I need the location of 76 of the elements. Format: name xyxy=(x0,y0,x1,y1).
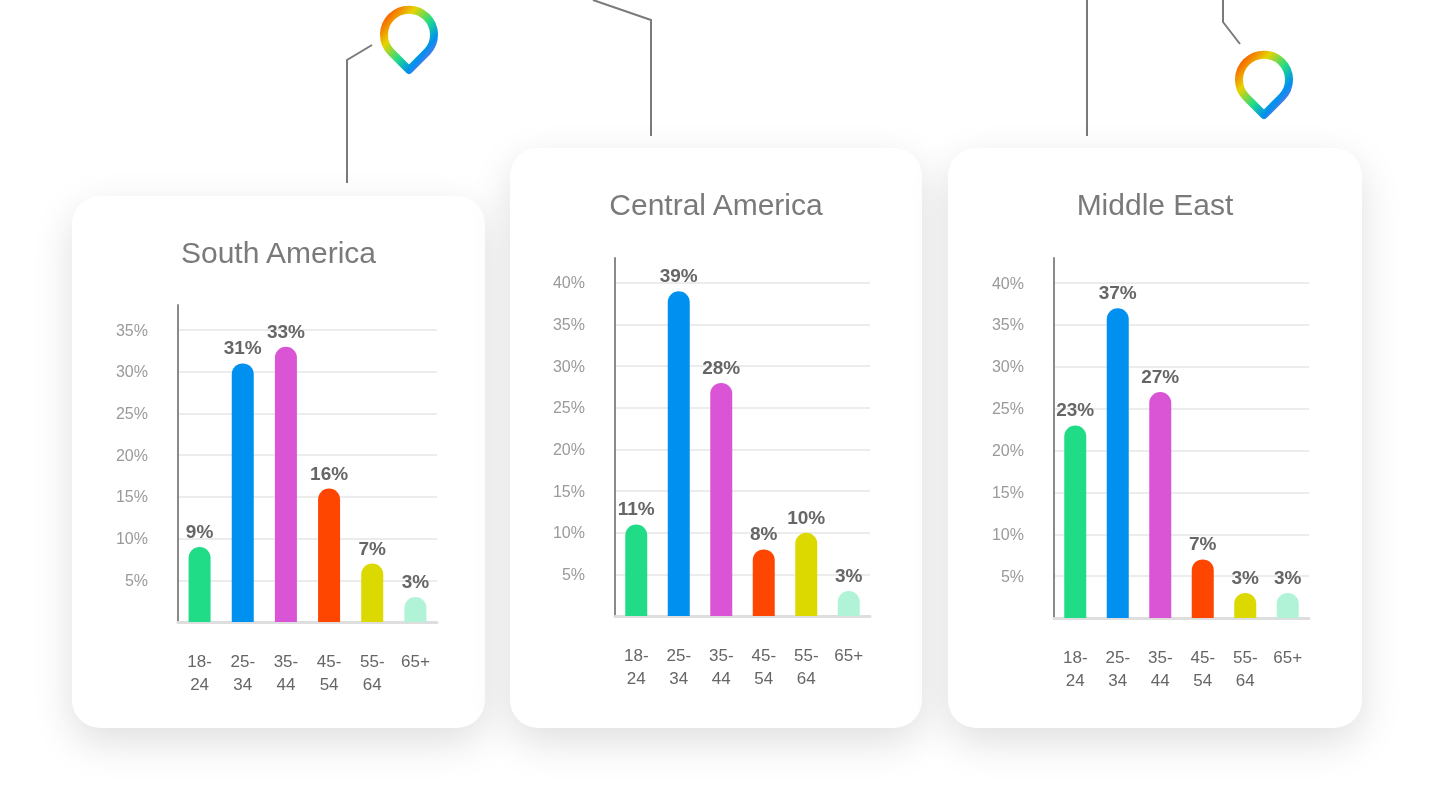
bar xyxy=(710,382,733,616)
data-label: 3% xyxy=(835,565,863,587)
y-tick-label: 40% xyxy=(552,274,585,292)
y-tick-label: 15% xyxy=(552,482,585,500)
bar xyxy=(1106,308,1129,618)
data-label: 28% xyxy=(702,356,741,378)
y-tick-label: 20% xyxy=(991,442,1024,460)
x-tick-label: 65+ xyxy=(1273,648,1303,667)
y-tick-label: 15% xyxy=(991,483,1024,501)
data-label: 23% xyxy=(1056,399,1095,421)
bar xyxy=(667,291,690,616)
y-tick-label: 35% xyxy=(991,316,1024,334)
data-label: 37% xyxy=(1098,282,1137,304)
y-tick-label: 15% xyxy=(115,488,148,506)
y-tick-label: 10% xyxy=(115,530,148,548)
x-tick-label: 45-54 xyxy=(1190,648,1216,690)
y-tick-label: 35% xyxy=(115,321,148,339)
y-tick-label: 30% xyxy=(991,358,1024,376)
bar xyxy=(318,488,341,622)
y-tick-label: 5% xyxy=(1000,567,1024,585)
y-tick-label: 20% xyxy=(552,440,585,458)
data-label: 8% xyxy=(750,523,778,545)
x-tick-label: 65+ xyxy=(834,646,864,665)
y-tick-label: 40% xyxy=(991,274,1024,292)
data-label: 16% xyxy=(310,462,349,484)
y-tick-label: 10% xyxy=(991,525,1024,543)
x-tick-label: 35-44 xyxy=(1147,648,1173,690)
x-tick-label: 45-54 xyxy=(316,652,342,694)
data-label: 31% xyxy=(223,337,262,359)
data-label: 11% xyxy=(617,498,655,520)
y-tick-label: 10% xyxy=(552,524,585,542)
chart-title: South America xyxy=(180,235,377,269)
chart-title: Central America xyxy=(609,187,824,221)
x-tick-label: 45-54 xyxy=(751,646,777,688)
y-tick-label: 30% xyxy=(552,357,585,375)
data-label: 10% xyxy=(787,506,826,528)
data-label: 3% xyxy=(1231,566,1260,588)
bar xyxy=(795,532,818,616)
x-tick-label: 18-24 xyxy=(187,652,212,694)
x-tick-label: 65+ xyxy=(400,652,430,671)
data-label: 27% xyxy=(1141,365,1180,387)
data-label: 7% xyxy=(358,537,387,559)
bar xyxy=(1064,425,1087,618)
bar xyxy=(188,546,211,622)
bar xyxy=(274,346,297,622)
y-tick-label: 30% xyxy=(115,363,148,381)
y-tick-label: 25% xyxy=(552,399,585,417)
y-tick-label: 5% xyxy=(561,565,585,583)
data-label: 9% xyxy=(185,520,214,542)
bar xyxy=(361,563,384,622)
x-tick-label: 25-34 xyxy=(230,652,256,694)
bar xyxy=(1191,559,1214,618)
x-tick-label: 55-64 xyxy=(1232,648,1258,690)
x-tick-label: 35-44 xyxy=(273,652,299,694)
bar xyxy=(625,524,648,616)
chart-title: Middle East xyxy=(1076,187,1235,221)
data-label: 33% xyxy=(266,320,306,342)
x-tick-label: 55-64 xyxy=(793,646,819,688)
x-tick-label: 35-44 xyxy=(708,646,734,688)
y-tick-label: 25% xyxy=(991,400,1024,418)
x-tick-label: 18-24 xyxy=(1062,648,1088,690)
y-tick-label: 5% xyxy=(124,571,148,589)
y-tick-label: 20% xyxy=(115,446,148,464)
x-tick-label: 25-34 xyxy=(1105,648,1131,690)
x-tick-label: 25-34 xyxy=(666,646,692,688)
data-label: 3% xyxy=(1274,566,1302,588)
x-tick-label: 18-24 xyxy=(623,646,649,688)
y-tick-label: 35% xyxy=(552,316,585,334)
data-label: 3% xyxy=(401,570,430,592)
data-label: 7% xyxy=(1189,533,1217,555)
x-tick-label: 55-64 xyxy=(359,652,385,694)
y-tick-label: 25% xyxy=(115,404,148,422)
bar xyxy=(752,549,775,616)
bar xyxy=(231,363,254,622)
bar xyxy=(1149,391,1172,618)
data-label: 39% xyxy=(659,265,698,287)
